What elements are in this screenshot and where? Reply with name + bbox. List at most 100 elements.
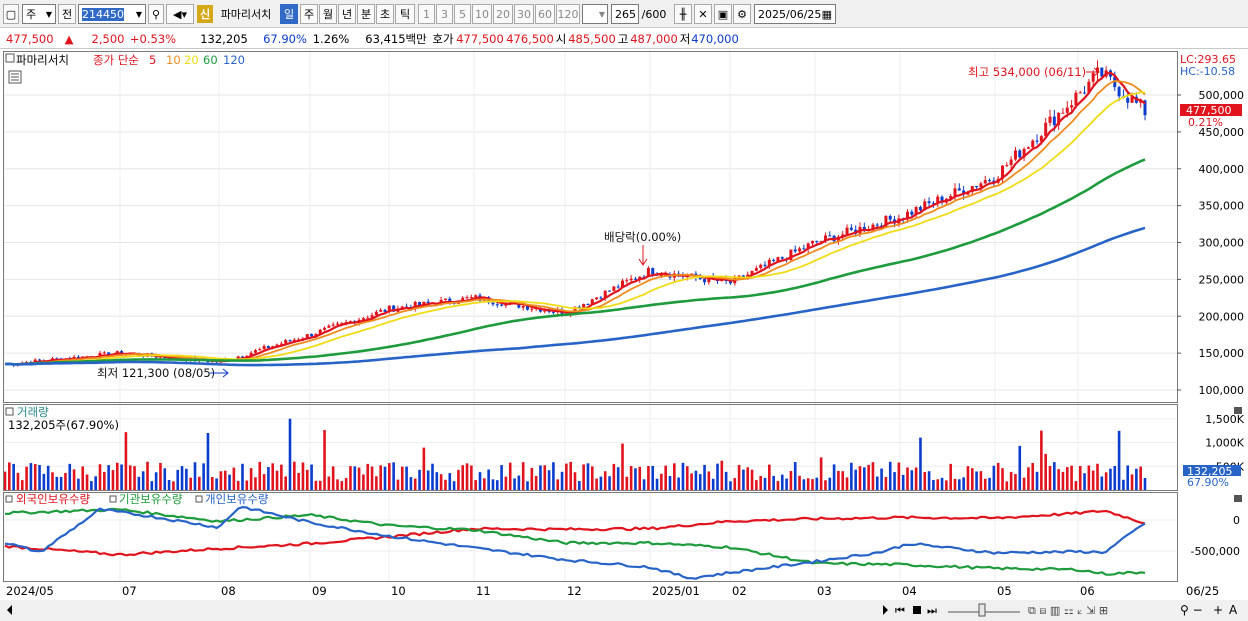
- low-label: 저: [679, 31, 691, 46]
- zoom-out-icon[interactable]: ⚲ −: [1180, 603, 1203, 617]
- volume-bar: [534, 476, 538, 490]
- volume-bar: [707, 471, 711, 490]
- candle-body: [914, 207, 918, 215]
- volume-bar: [832, 464, 836, 490]
- volume-bar: [1083, 473, 1086, 490]
- window-menu-icon[interactable]: ▢: [3, 4, 19, 24]
- period-minute-button[interactable]: 분: [357, 4, 375, 24]
- volume-bar: [1027, 467, 1030, 490]
- holdings-legend-foreign: 외국인보유수량: [16, 492, 90, 506]
- candle-body: [776, 257, 780, 262]
- high-label: 고: [617, 31, 629, 46]
- volume-bar: [422, 447, 426, 490]
- volume-bar: [1001, 468, 1004, 490]
- volume-bar: [552, 462, 555, 490]
- interval-5-button[interactable]: 5: [454, 4, 471, 24]
- speaker-icon[interactable]: ◀▾: [166, 4, 194, 24]
- code-input[interactable]: 214450 ▼: [78, 4, 146, 24]
- volume-bar: [737, 464, 741, 490]
- table-icon-lines: [11, 73, 19, 81]
- volume-bar: [327, 476, 331, 490]
- count-input[interactable]: 265: [611, 4, 639, 24]
- candle-body: [491, 302, 495, 305]
- candle-icon[interactable]: ╫: [674, 4, 692, 24]
- period-day-button[interactable]: 일: [280, 4, 298, 24]
- scroll-first-icon[interactable]: ⏮: [895, 604, 905, 617]
- volume-bar: [992, 465, 996, 490]
- candle-body: [1022, 148, 1026, 158]
- candle-body: [646, 268, 650, 278]
- volume-bar: [297, 472, 300, 490]
- x-tick-label: 08: [221, 584, 236, 598]
- candle-body: [551, 311, 555, 313]
- interval-30-button[interactable]: 30: [514, 4, 534, 24]
- price-tick-label: 300,000: [1199, 237, 1245, 250]
- volume-bar: [1053, 462, 1056, 490]
- volume-bar: [357, 467, 361, 490]
- scroll-left-icon[interactable]: [7, 605, 12, 615]
- candle-body: [400, 306, 404, 309]
- volume-bar: [837, 470, 840, 490]
- volume-bar: [280, 464, 283, 490]
- candle-body: [1026, 147, 1030, 149]
- scroll-last-icon[interactable]: ⏭: [927, 604, 937, 617]
- volume-bar: [1035, 471, 1039, 490]
- panel-menu-icon[interactable]: [5, 53, 15, 63]
- candle-body: [707, 276, 711, 283]
- volume-bar: [439, 474, 443, 490]
- candle-body: [888, 215, 892, 220]
- panel-menu-icon[interactable]: [5, 407, 14, 416]
- candle-body: [318, 329, 322, 335]
- volume-bar: [1057, 469, 1060, 490]
- volume-bar: [232, 467, 236, 490]
- panel-menu-icon[interactable]: [195, 495, 203, 503]
- stock-chart[interactable]: 500,000 450,000 400,000 350,000 300,000 250,0…: [0, 49, 1248, 621]
- price-tick-label: 350,000: [1199, 200, 1245, 213]
- scroll-right-icon[interactable]: [883, 605, 888, 615]
- volume-bar: [409, 477, 413, 490]
- stop-icon[interactable]: [913, 606, 921, 614]
- volume-bar: [1143, 478, 1147, 490]
- candle-body: [910, 211, 914, 215]
- x-tick-label: 10: [391, 584, 406, 598]
- volume-bar: [599, 476, 603, 490]
- date-input[interactable]: 2025/06/25 ▦: [754, 4, 836, 24]
- interval-1-button[interactable]: 1: [418, 4, 435, 24]
- interval-10-button[interactable]: 10: [472, 4, 492, 24]
- mode-button[interactable]: 전: [58, 4, 76, 24]
- gear-icon[interactable]: ⚙: [733, 4, 751, 24]
- interval-3-button[interactable]: 3: [436, 4, 453, 24]
- volume-bar: [206, 433, 210, 490]
- volume-bar: [716, 463, 719, 490]
- font-icon[interactable]: A: [1229, 603, 1238, 617]
- interval-select[interactable]: ▼: [582, 4, 608, 24]
- close-panel-icon[interactable]: [1234, 407, 1242, 414]
- volume-bar: [59, 476, 63, 490]
- panel-menu-icon[interactable]: [109, 495, 117, 503]
- period-month-button[interactable]: 월: [319, 4, 337, 24]
- panel-menu-icon[interactable]: [5, 495, 13, 503]
- period-week-button[interactable]: 주: [300, 4, 318, 24]
- layout-icons[interactable]: ⧉ ⧈ ▥ ⚏ ⟀ ⇲ ⊞: [1028, 604, 1108, 617]
- interval-120-button[interactable]: 120: [556, 4, 580, 24]
- stock-name: 파마리서치: [220, 8, 272, 21]
- volume-bar: [366, 463, 370, 490]
- period-second-button[interactable]: 초: [376, 4, 394, 24]
- period-tick-button[interactable]: 틱: [395, 4, 415, 24]
- interval-20-button[interactable]: 20: [493, 4, 513, 24]
- volume-bar: [461, 465, 465, 490]
- save-icon[interactable]: ▣: [714, 4, 732, 24]
- interval-60-button[interactable]: 60: [535, 4, 555, 24]
- market-select[interactable]: 주 ▼: [22, 4, 56, 24]
- search-icon[interactable]: ⚲: [148, 4, 164, 24]
- close-panel-icon[interactable]: [1234, 495, 1242, 502]
- volume-bar: [793, 462, 797, 490]
- volume-bar: [616, 467, 620, 490]
- period-year-button[interactable]: 년: [338, 4, 356, 24]
- zoom-slider-handle[interactable]: [978, 603, 986, 617]
- scroll-bar[interactable]: [0, 600, 1248, 621]
- volume-tick-label: 1,500K: [1205, 413, 1244, 426]
- zoom-in-icon[interactable]: +: [1213, 603, 1223, 617]
- crosshair-icon[interactable]: ✕: [694, 4, 712, 24]
- volume-bar: [301, 462, 305, 490]
